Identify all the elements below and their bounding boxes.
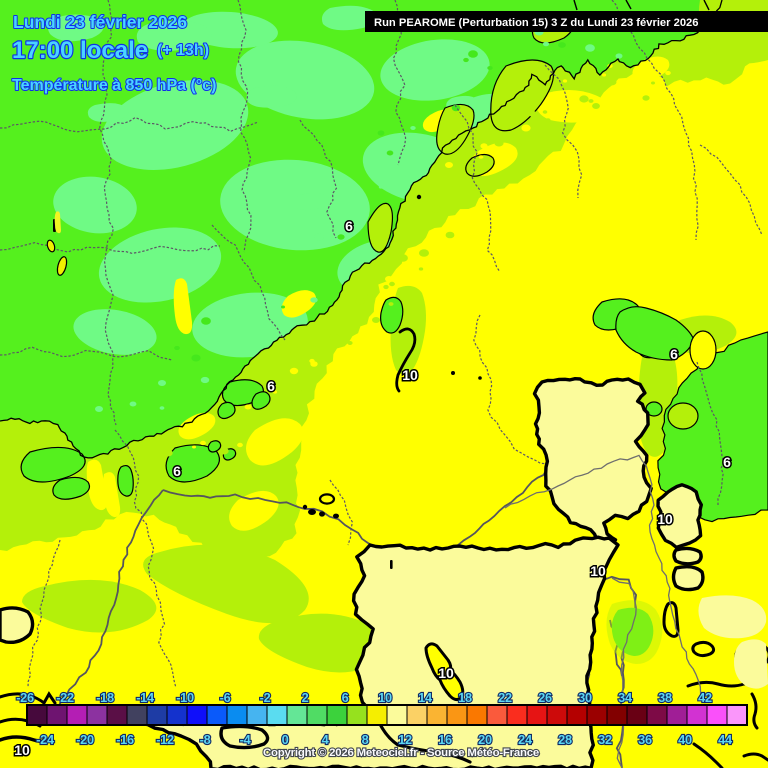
svg-text:17:00 locale: 17:00 locale xyxy=(12,37,148,64)
svg-text:12: 12 xyxy=(398,732,412,747)
svg-text:38: 38 xyxy=(658,690,672,705)
svg-text:24: 24 xyxy=(518,732,533,747)
svg-text:10: 10 xyxy=(657,511,673,527)
svg-text:42: 42 xyxy=(698,690,712,705)
svg-text:Run PEAROME (Perturbation 15): Run PEAROME (Perturbation 15) 3 Z du Lun… xyxy=(374,17,699,29)
svg-text:6: 6 xyxy=(342,690,349,705)
svg-text:10: 10 xyxy=(14,742,30,758)
svg-text:32: 32 xyxy=(598,732,612,747)
svg-text:-20: -20 xyxy=(76,732,94,747)
svg-text:-26: -26 xyxy=(16,690,34,705)
svg-text:6: 6 xyxy=(723,454,731,470)
svg-text:-8: -8 xyxy=(200,732,211,747)
svg-text:22: 22 xyxy=(498,690,512,705)
svg-text:6: 6 xyxy=(173,463,181,479)
svg-text:-14: -14 xyxy=(136,690,155,705)
svg-text:40: 40 xyxy=(678,732,692,747)
svg-text:34: 34 xyxy=(618,690,633,705)
svg-text:-24: -24 xyxy=(36,732,55,747)
svg-text:8: 8 xyxy=(362,732,369,747)
svg-text:Copyright © 2026 Meteociel.fr: Copyright © 2026 Meteociel.fr - Source M… xyxy=(263,747,539,759)
svg-text:-12: -12 xyxy=(156,732,174,747)
svg-text:2: 2 xyxy=(302,690,309,705)
svg-text:-18: -18 xyxy=(96,690,114,705)
svg-text:30: 30 xyxy=(578,690,592,705)
svg-text:-22: -22 xyxy=(56,690,74,705)
svg-text:26: 26 xyxy=(538,690,552,705)
svg-text:-10: -10 xyxy=(176,690,194,705)
svg-text:36: 36 xyxy=(638,732,652,747)
svg-text:10: 10 xyxy=(590,563,606,579)
svg-text:6: 6 xyxy=(345,218,353,234)
svg-text:10: 10 xyxy=(438,665,454,681)
svg-text:(+ 13h): (+ 13h) xyxy=(157,42,209,59)
svg-text:10: 10 xyxy=(402,367,418,383)
svg-text:20: 20 xyxy=(478,732,492,747)
svg-text:0: 0 xyxy=(282,732,289,747)
svg-text:6: 6 xyxy=(267,378,275,394)
svg-text:16: 16 xyxy=(438,732,452,747)
svg-text:Lundi 23 février 2026: Lundi 23 février 2026 xyxy=(13,12,187,32)
svg-text:44: 44 xyxy=(718,732,733,747)
svg-text:10: 10 xyxy=(378,690,392,705)
svg-text:14: 14 xyxy=(418,690,433,705)
svg-text:-2: -2 xyxy=(260,690,271,705)
svg-text:-16: -16 xyxy=(116,732,134,747)
svg-text:18: 18 xyxy=(458,690,472,705)
svg-text:-4: -4 xyxy=(240,732,252,747)
svg-text:6: 6 xyxy=(670,346,678,362)
svg-text:4: 4 xyxy=(322,732,330,747)
svg-text:-6: -6 xyxy=(220,690,231,705)
svg-text:28: 28 xyxy=(558,732,572,747)
svg-text:Température à 850 hPa (°c): Température à 850 hPa (°c) xyxy=(12,77,216,94)
